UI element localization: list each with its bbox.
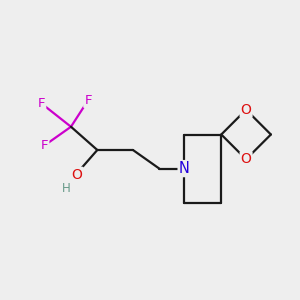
Text: H: H (62, 182, 71, 195)
Text: N: N (179, 161, 190, 176)
Text: F: F (38, 97, 45, 110)
Text: O: O (241, 152, 251, 166)
Text: F: F (41, 139, 48, 152)
Text: O: O (241, 103, 251, 117)
Text: O: O (72, 168, 83, 182)
Text: F: F (84, 94, 92, 107)
